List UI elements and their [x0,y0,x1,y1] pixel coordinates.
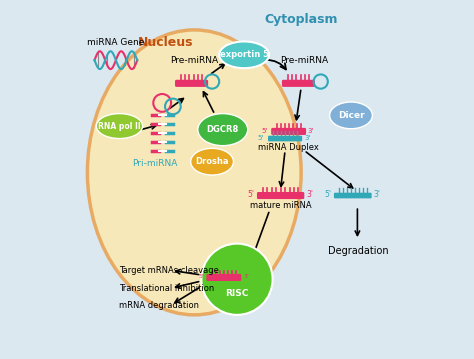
Text: miRNA Duplex: miRNA Duplex [258,143,319,152]
Text: Target mRNAs cleavage: Target mRNAs cleavage [119,266,219,275]
FancyBboxPatch shape [335,194,371,198]
Text: 5': 5' [257,135,264,141]
Text: miRNA Gene: miRNA Gene [87,38,145,47]
Text: 3': 3' [374,190,381,199]
Ellipse shape [96,113,143,139]
FancyBboxPatch shape [207,275,241,280]
Text: 3': 3' [244,274,249,279]
Ellipse shape [87,30,301,315]
Text: 3': 3' [308,128,314,134]
Text: Nucleus: Nucleus [138,36,193,49]
Text: 3': 3' [304,135,310,141]
Text: 5': 5' [324,190,331,199]
FancyBboxPatch shape [272,129,305,134]
Text: Degradation: Degradation [328,246,388,256]
Ellipse shape [191,148,233,175]
Ellipse shape [219,41,269,68]
FancyBboxPatch shape [283,80,314,86]
Text: RNA pol II: RNA pol II [98,122,141,131]
Text: Pre-miRNA: Pre-miRNA [281,56,329,65]
FancyBboxPatch shape [258,193,304,199]
Text: RISC: RISC [225,289,249,298]
Circle shape [201,244,273,315]
FancyBboxPatch shape [176,80,208,86]
Text: mature miRNA: mature miRNA [250,201,311,210]
Text: 5': 5' [261,128,267,134]
Text: exportin 5: exportin 5 [219,50,269,59]
Text: DGCR8: DGCR8 [207,125,239,134]
Text: Pre-miRNA: Pre-miRNA [170,56,219,65]
Text: Pri-miRNA: Pri-miRNA [132,159,178,168]
Text: 3': 3' [307,190,313,199]
Ellipse shape [198,113,248,146]
Ellipse shape [329,102,373,129]
Text: Cytoplasm: Cytoplasm [264,13,338,26]
Text: mRNA degradation: mRNA degradation [119,302,200,311]
Text: 5': 5' [199,274,204,279]
Text: Dicer: Dicer [337,111,365,120]
Text: Translational inhibition: Translational inhibition [119,284,215,293]
Text: 5': 5' [247,190,254,199]
FancyBboxPatch shape [269,136,301,141]
Text: Drosha: Drosha [195,157,229,166]
